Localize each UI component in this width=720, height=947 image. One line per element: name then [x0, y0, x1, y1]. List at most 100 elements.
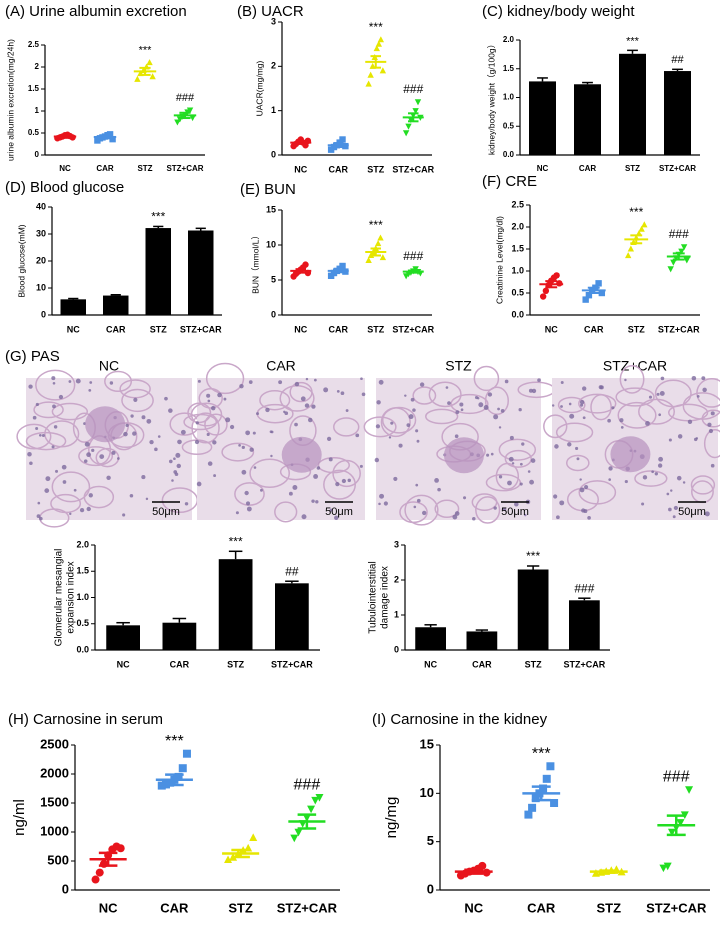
x-tick-label: STZ+CAR — [180, 324, 222, 334]
nucleus — [493, 506, 497, 510]
nucleus — [508, 456, 514, 462]
nucleus — [212, 440, 217, 445]
data-point — [641, 221, 648, 228]
data-point — [678, 248, 685, 255]
nucleus — [347, 478, 351, 483]
nucleus — [111, 450, 116, 455]
image-label: NC — [99, 358, 119, 374]
nucleus — [645, 421, 650, 426]
bar — [517, 569, 549, 650]
nucleus — [608, 466, 613, 471]
data-point — [595, 280, 602, 287]
data-point — [585, 292, 593, 299]
x-tick-label: CAR — [579, 164, 597, 173]
nucleus — [154, 447, 158, 452]
significance-label: ### — [574, 581, 594, 595]
tubule — [204, 413, 228, 436]
data-point — [667, 266, 674, 273]
nucleus — [68, 380, 72, 383]
chart-title: (C) kidney/body weight — [482, 3, 635, 20]
x-tick-label: NC — [294, 164, 307, 174]
bar — [60, 299, 86, 315]
nucleus — [35, 402, 39, 407]
data-point — [539, 784, 548, 793]
nucleus — [206, 393, 211, 398]
nucleus — [329, 508, 333, 512]
scale-bar-label: 50μm — [325, 506, 353, 518]
significance-label: ### — [294, 776, 321, 793]
x-tick-label: STZ+CAR — [392, 324, 434, 334]
bar — [415, 627, 446, 650]
nucleus — [660, 376, 665, 381]
nucleus — [109, 381, 114, 385]
significance-label: ### — [176, 92, 195, 104]
y-tick-label: 15 — [420, 736, 434, 751]
y-tick-label: 2.0 — [76, 539, 89, 549]
data-point — [663, 862, 672, 871]
tubule — [183, 413, 218, 431]
nucleus — [415, 429, 419, 433]
nucleus — [207, 461, 213, 466]
nucleus — [579, 478, 582, 481]
nucleus — [326, 436, 332, 442]
nucleus — [53, 425, 58, 429]
nucleus — [556, 515, 560, 520]
nucleus — [651, 470, 654, 474]
nucleus — [393, 476, 398, 481]
data-point — [367, 71, 374, 78]
nucleus — [311, 499, 315, 503]
x-tick-label: CAR — [170, 659, 190, 669]
nucleus — [315, 500, 319, 504]
nucleus — [99, 454, 105, 459]
data-point — [374, 240, 382, 247]
scale-bar-label: 50μm — [152, 506, 180, 518]
x-tick-label: CAR — [160, 900, 189, 915]
glomerulus — [281, 436, 322, 473]
nucleus — [88, 388, 92, 392]
y-tick-label: 1500 — [40, 794, 69, 809]
y-tick-label: 1.0 — [76, 592, 89, 602]
tubule — [555, 422, 594, 443]
nucleus — [437, 487, 441, 492]
nucleus — [376, 400, 381, 405]
data-point — [414, 99, 422, 106]
nucleus — [708, 428, 714, 434]
data-point — [116, 844, 125, 853]
nucleus — [509, 435, 514, 440]
data-point — [249, 833, 258, 841]
nucleus — [611, 406, 615, 410]
x-tick-label: NC — [545, 324, 558, 334]
nucleus — [294, 381, 300, 387]
nucleus — [300, 396, 306, 402]
tubule — [119, 379, 151, 399]
x-tick-label: STZ — [525, 659, 543, 669]
y-axis-label: kidney/body weight（g/100g） — [486, 40, 496, 155]
y-tick-label: 1 — [394, 609, 399, 619]
bar — [103, 295, 129, 315]
nucleus — [294, 422, 298, 427]
nucleus — [304, 403, 310, 408]
data-point — [311, 796, 320, 805]
data-point — [685, 786, 694, 794]
nucleus — [514, 501, 519, 507]
nucleus — [454, 434, 459, 439]
tubule — [274, 501, 298, 523]
y-tick-label: 1 — [271, 105, 276, 115]
nucleus — [579, 487, 585, 493]
data-point — [375, 40, 383, 47]
tubule — [50, 493, 82, 514]
significance-label: *** — [369, 20, 383, 34]
nucleus — [691, 375, 697, 381]
nucleus — [619, 418, 624, 423]
y-tick-label: 1.5 — [76, 566, 89, 576]
nucleus — [305, 377, 309, 381]
nucleus — [702, 387, 707, 393]
x-tick-label: STZ+CAR — [392, 164, 434, 174]
x-tick-label: STZ+CAR — [563, 659, 605, 669]
nucleus — [359, 464, 363, 468]
nucleus — [355, 433, 360, 438]
nucleus — [260, 488, 263, 492]
data-point — [550, 799, 559, 807]
y-tick-label: 0 — [427, 881, 434, 896]
nucleus — [422, 510, 427, 516]
